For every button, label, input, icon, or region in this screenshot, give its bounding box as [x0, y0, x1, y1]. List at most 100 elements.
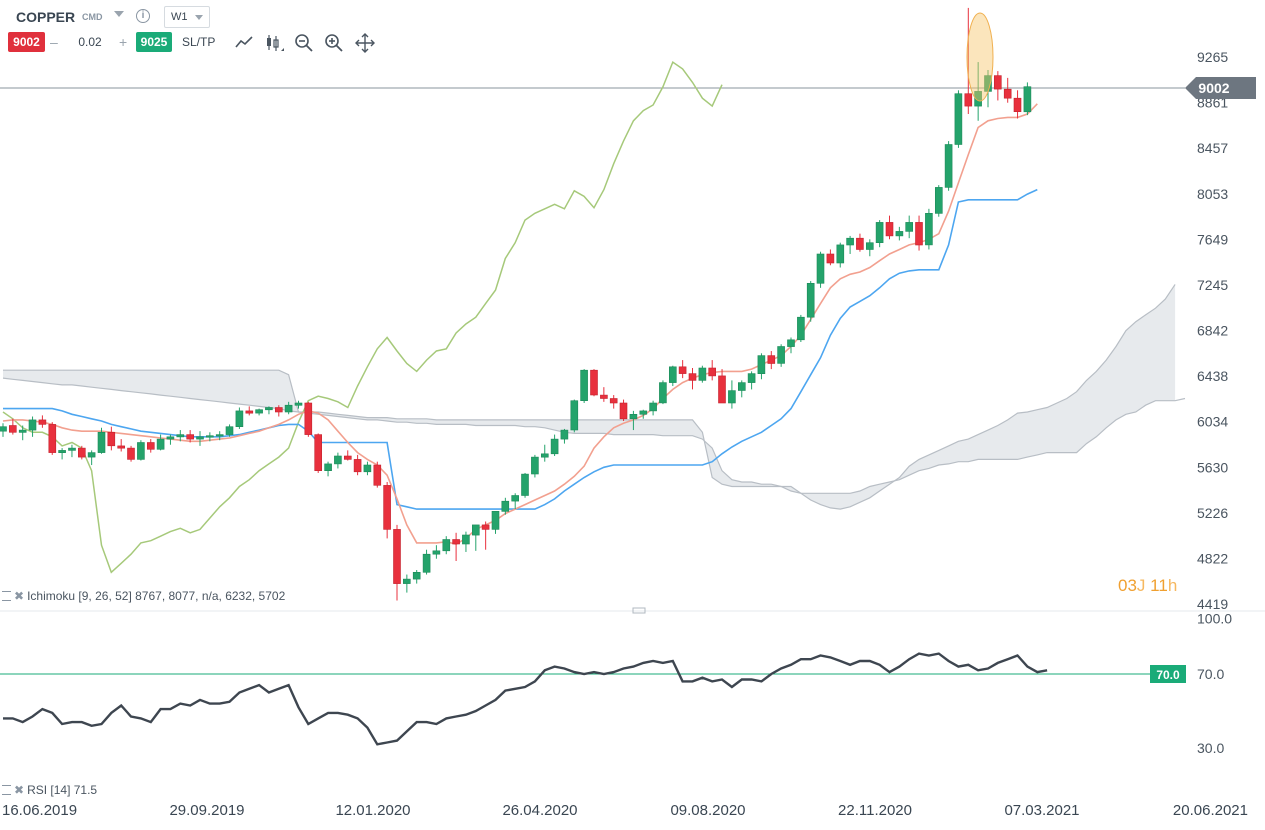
- price-tick-label: 6438: [1197, 368, 1228, 384]
- candle: [196, 431, 204, 446]
- price-tick-label: 4419: [1197, 596, 1228, 612]
- ichimoku-legend[interactable]: ✖ Ichimoku [9, 26, 52] 8767, 8077, n/a, 6…: [2, 589, 285, 603]
- candle: [649, 400, 657, 416]
- candle: [885, 215, 894, 240]
- candle: [166, 434, 175, 445]
- candle: [767, 351, 776, 370]
- spike-highlight: [966, 12, 994, 102]
- rsi-legend[interactable]: ✖ RSI [14] 71.5: [2, 783, 97, 797]
- volume-input[interactable]: 0.02: [78, 35, 102, 49]
- zoom-out-icon[interactable]: [293, 32, 315, 54]
- cloud-area: [3, 284, 1176, 510]
- ichimoku-lines: [2, 60, 1038, 574]
- symbol-dropdown-icon[interactable]: [114, 11, 124, 17]
- candle: [412, 570, 421, 584]
- candle: [58, 448, 66, 460]
- buy-price-button[interactable]: 9025: [136, 32, 172, 52]
- line-chart-icon[interactable]: [233, 32, 255, 54]
- candle: [993, 71, 1002, 101]
- price-tick-label: 6842: [1197, 323, 1228, 339]
- candle: [481, 521, 490, 550]
- current-price-tag: 9002: [1185, 77, 1256, 99]
- countdown-hours-unit: h: [1167, 576, 1178, 595]
- candle: [708, 360, 717, 381]
- sltp-button[interactable]: SL/TP: [182, 35, 216, 49]
- volume-decrease-button[interactable]: –: [50, 34, 58, 50]
- candle: [107, 426, 116, 451]
- menu-icon[interactable]: [2, 785, 11, 795]
- candle: [787, 337, 795, 354]
- candle: [846, 235, 854, 254]
- time-axis: 16.06.2019 29.09.2019 12.01.2020 26.04.2020…: [2, 802, 1248, 819]
- candle: [432, 545, 441, 559]
- candle: [954, 90, 963, 148]
- candle: [580, 369, 588, 403]
- candle: [777, 344, 785, 367]
- price-tick-label: 8053: [1197, 186, 1228, 202]
- candle: [659, 380, 667, 405]
- rsi-axis: 100.0 70.0 30.0: [1197, 611, 1232, 757]
- price-tick-label: 5226: [1197, 505, 1228, 521]
- close-icon[interactable]: ✖: [14, 589, 25, 603]
- candlestick-icon[interactable]: [263, 32, 285, 54]
- candle: [895, 226, 904, 241]
- sell-price-button[interactable]: 9002: [8, 32, 45, 52]
- candle: [639, 409, 648, 419]
- tenkan-line: [2, 103, 1038, 545]
- move-icon[interactable]: [354, 32, 376, 54]
- info-icon[interactable]: i: [136, 9, 150, 23]
- candle: [600, 387, 608, 402]
- timeframe-select[interactable]: W1: [164, 6, 210, 28]
- candle: [511, 493, 520, 510]
- candle: [964, 7, 973, 115]
- ichimoku-cloud: [2, 284, 1186, 510]
- candle: [560, 428, 569, 444]
- candle: [462, 531, 470, 552]
- chikou-line: [2, 60, 723, 574]
- rsi-tick-label: 100.0: [1197, 611, 1232, 627]
- time-tick-label: 16.06.2019: [2, 802, 77, 819]
- zoom-in-icon[interactable]: [323, 32, 345, 54]
- price-tick-label: 8457: [1197, 140, 1228, 156]
- senkou-b-line: [3, 369, 1186, 494]
- candle: [117, 439, 125, 452]
- close-icon[interactable]: ✖: [14, 783, 25, 797]
- candle: [619, 399, 628, 422]
- chevron-down-icon: [195, 15, 203, 20]
- candle: [757, 353, 766, 380]
- candle: [18, 425, 27, 441]
- candle: [422, 549, 431, 575]
- time-tick-label: 09.08.2020: [670, 802, 745, 819]
- price-tick-label: 6034: [1197, 414, 1228, 430]
- candle: [284, 401, 293, 415]
- candle: [137, 440, 145, 461]
- candle: [353, 454, 362, 476]
- candle: [383, 481, 391, 539]
- candle: [944, 141, 953, 191]
- time-tick-label: 07.03.2021: [1004, 802, 1079, 819]
- candle: [718, 369, 726, 404]
- candle: [0, 423, 7, 437]
- volume-increase-button[interactable]: +: [119, 34, 128, 50]
- candle: [1023, 82, 1032, 116]
- symbol-toolbar: COPPER CMD i W1: [0, 0, 420, 34]
- pane-resize-handle[interactable]: [632, 607, 646, 614]
- candle: [875, 220, 884, 248]
- candle: [147, 439, 155, 453]
- candle: [550, 434, 559, 457]
- trade-toolbar: 9002 – 0.02 + 9025 SL/TP: [0, 32, 420, 54]
- time-tick-label: 12.01.2020: [335, 802, 410, 819]
- current-price-value: 9002: [1198, 80, 1229, 96]
- menu-icon[interactable]: [2, 591, 11, 601]
- candle: [1013, 90, 1022, 119]
- candle: [176, 430, 185, 442]
- countdown-hours: 11: [1150, 576, 1168, 595]
- candle: [127, 445, 135, 462]
- candle: [156, 434, 165, 451]
- candle: [324, 461, 332, 477]
- candle: [452, 532, 460, 561]
- candle: [274, 405, 283, 417]
- candle: [836, 242, 845, 268]
- candle: [97, 427, 106, 454]
